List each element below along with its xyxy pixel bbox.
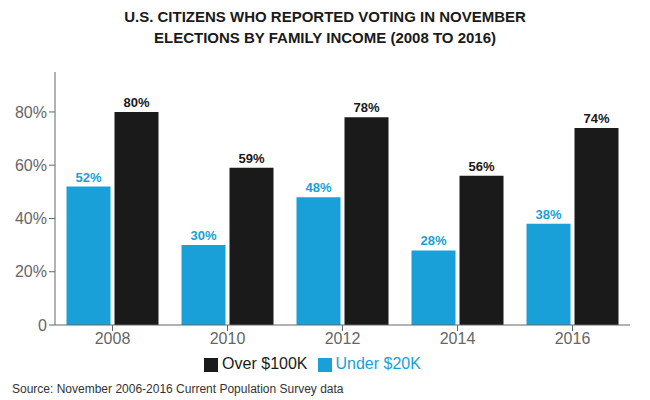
svg-text:59%: 59%: [238, 151, 264, 166]
svg-text:78%: 78%: [353, 100, 379, 115]
svg-text:28%: 28%: [420, 233, 446, 248]
html-text:U.S. CITIZENS WHO REPORTED VOT: U.S. CITIZENS WHO REPORTED VOTING IN NOV…: [124, 8, 526, 46]
svg-text:40%: 40%: [15, 210, 47, 227]
svg-text:30%: 30%: [190, 228, 216, 243]
svg-text:2012: 2012: [325, 330, 361, 347]
svg-text:80%: 80%: [123, 95, 149, 110]
svg-text:80%: 80%: [15, 104, 47, 121]
svg-text:48%: 48%: [305, 180, 331, 195]
html-text:Over $100K: Over $100K: [222, 355, 308, 372]
svg-text:20%: 20%: [15, 263, 47, 280]
svg-text:38%: 38%: [535, 207, 561, 222]
svg-text:2016: 2016: [555, 330, 591, 347]
svg-text:2010: 2010: [210, 330, 246, 347]
svg-text:60%: 60%: [15, 157, 47, 174]
svg-text:2008: 2008: [95, 330, 131, 347]
svg-text:2014: 2014: [440, 330, 476, 347]
svg-text:56%: 56%: [468, 159, 494, 174]
svg-text:52%: 52%: [75, 170, 101, 185]
html-text:Source: November 2006-2016 Cur: Source: November 2006-2016 Current Popul…: [12, 382, 344, 396]
svg-text:0: 0: [38, 317, 47, 334]
svg-text:74%: 74%: [583, 111, 609, 126]
html-text:Under $20K: Under $20K: [335, 355, 421, 372]
